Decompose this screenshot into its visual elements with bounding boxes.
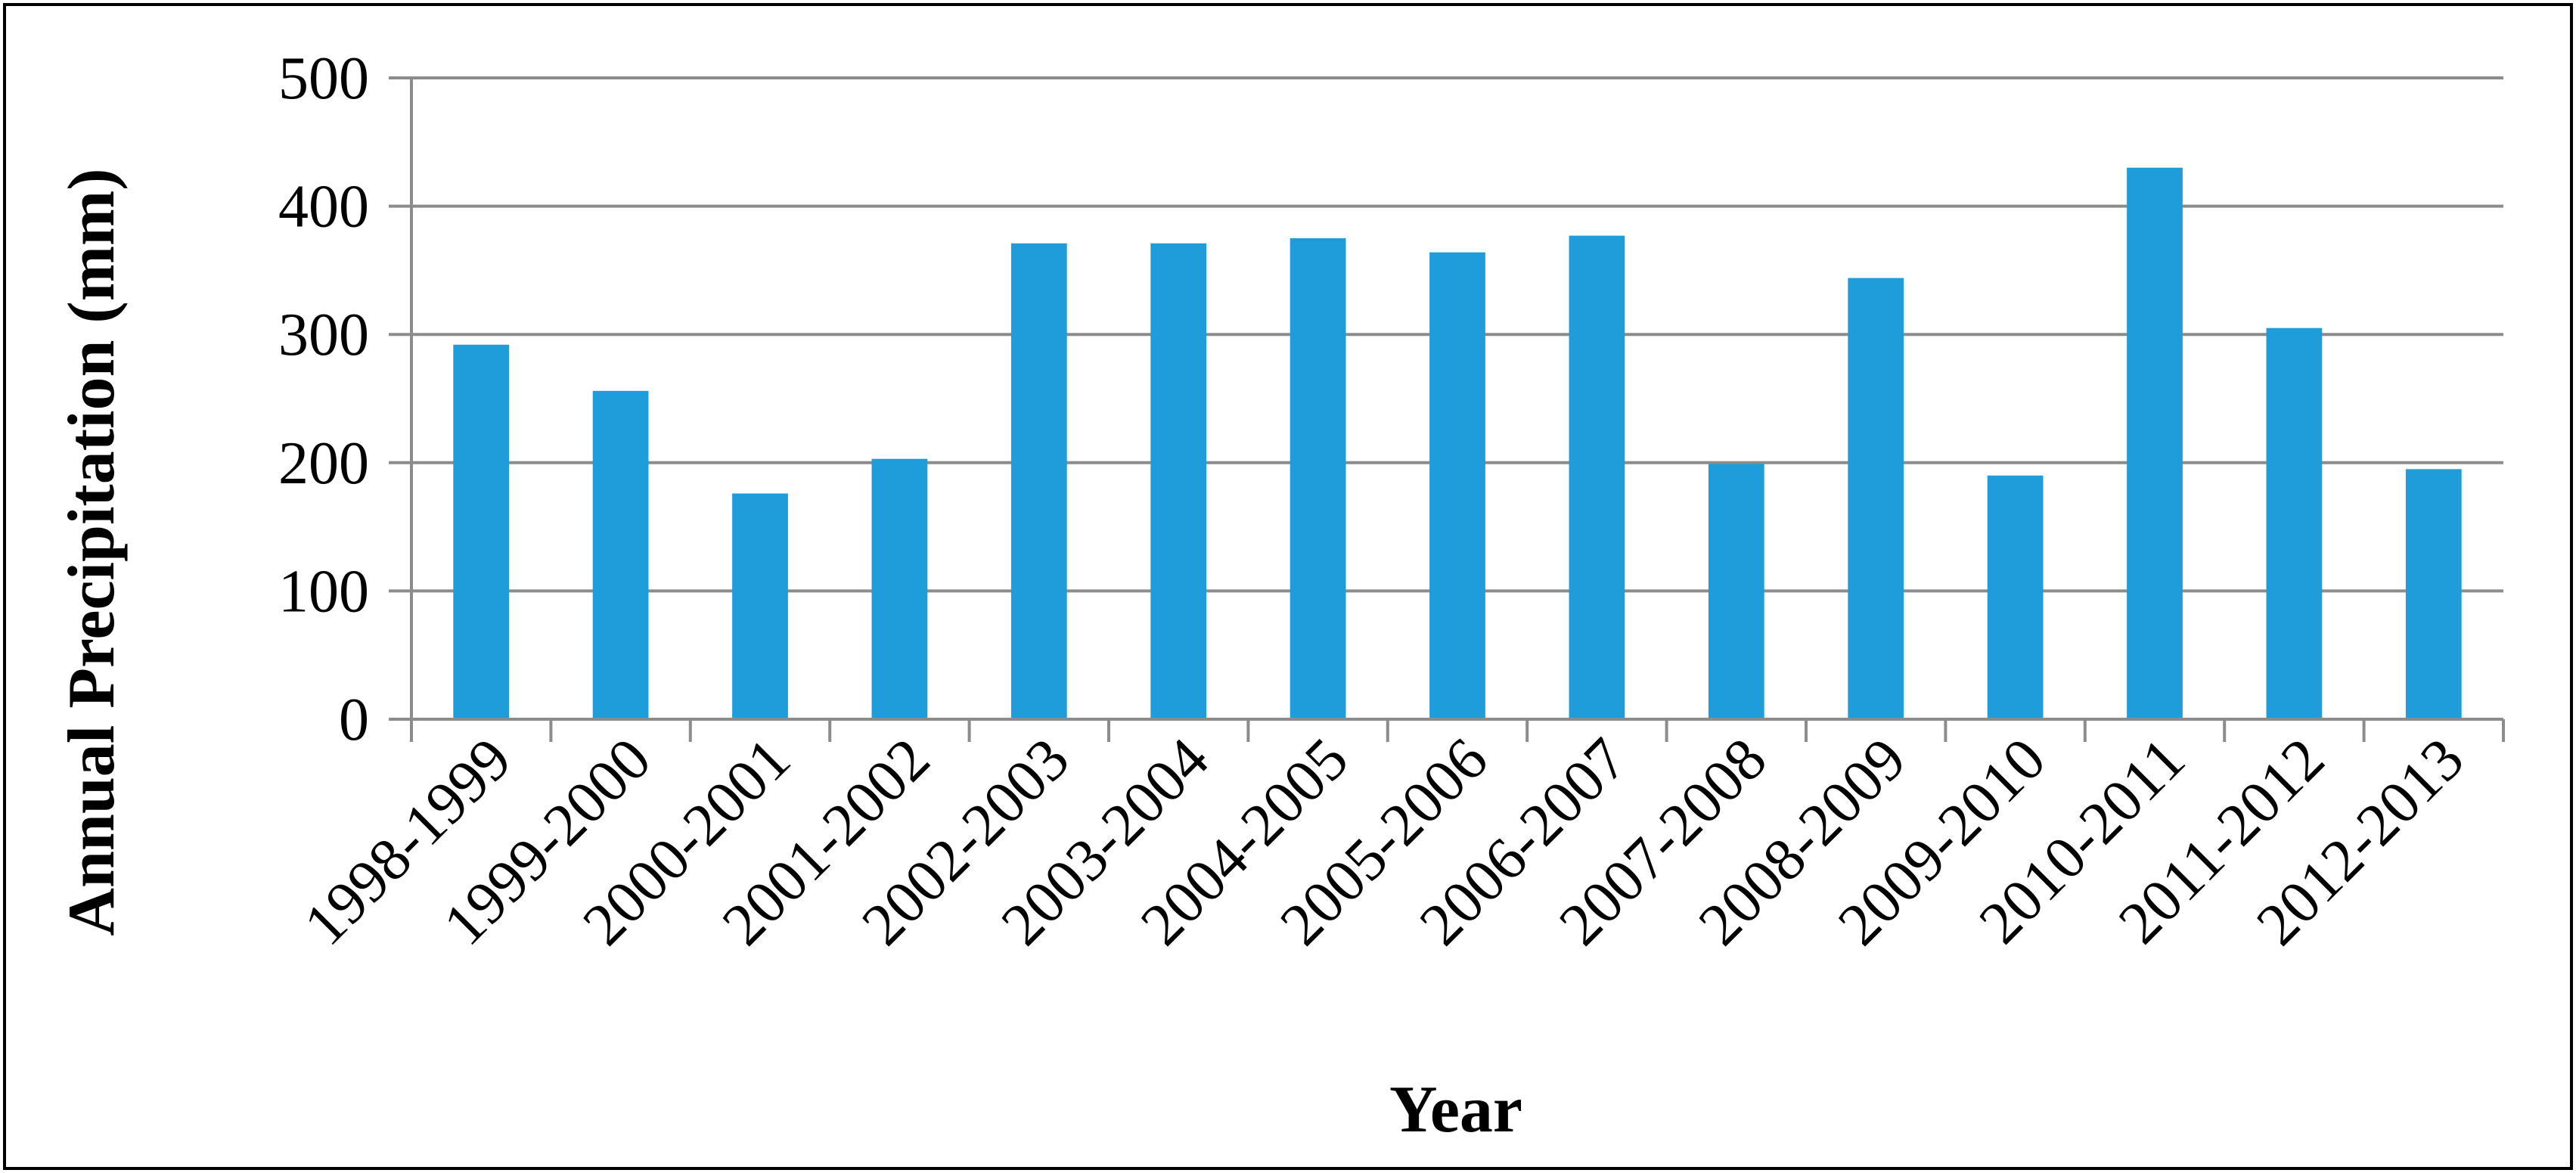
bar-1998-1999 bbox=[453, 344, 510, 719]
y-tick-label: 500 bbox=[278, 45, 369, 112]
bar-2003-2004 bbox=[1150, 243, 1207, 719]
x-axis-title: Year bbox=[1389, 1073, 1522, 1147]
bar-2000-2001 bbox=[732, 493, 788, 719]
bar-2002-2003 bbox=[1010, 243, 1067, 719]
bar-2009-2010 bbox=[1987, 475, 2044, 719]
bar-2010-2011 bbox=[2127, 167, 2183, 720]
bars bbox=[453, 167, 2462, 720]
bar-2012-2013 bbox=[2405, 469, 2462, 719]
y-axis-title: Annual Precipitation (mm) bbox=[55, 168, 129, 936]
y-tick-labels: 0 100 200 300 400 500 bbox=[278, 45, 369, 753]
axes bbox=[389, 76, 2505, 742]
bar-2011-2012 bbox=[2266, 327, 2323, 720]
bar-2004-2005 bbox=[1290, 238, 1346, 719]
bar-1999-2000 bbox=[592, 390, 649, 719]
bar-2001-2002 bbox=[871, 458, 928, 719]
y-tick-label: 0 bbox=[339, 687, 369, 753]
y-tick-label: 200 bbox=[278, 430, 369, 497]
bar-2008-2009 bbox=[1848, 278, 1904, 719]
y-tick-label: 300 bbox=[278, 302, 369, 368]
y-tick-label: 400 bbox=[278, 174, 369, 240]
bar-2007-2008 bbox=[1708, 464, 1764, 719]
bar-2006-2007 bbox=[1569, 235, 1625, 719]
chart-frame bbox=[3, 3, 2573, 1170]
bar-2005-2006 bbox=[1429, 252, 1485, 719]
y-tick-label: 100 bbox=[278, 558, 369, 625]
